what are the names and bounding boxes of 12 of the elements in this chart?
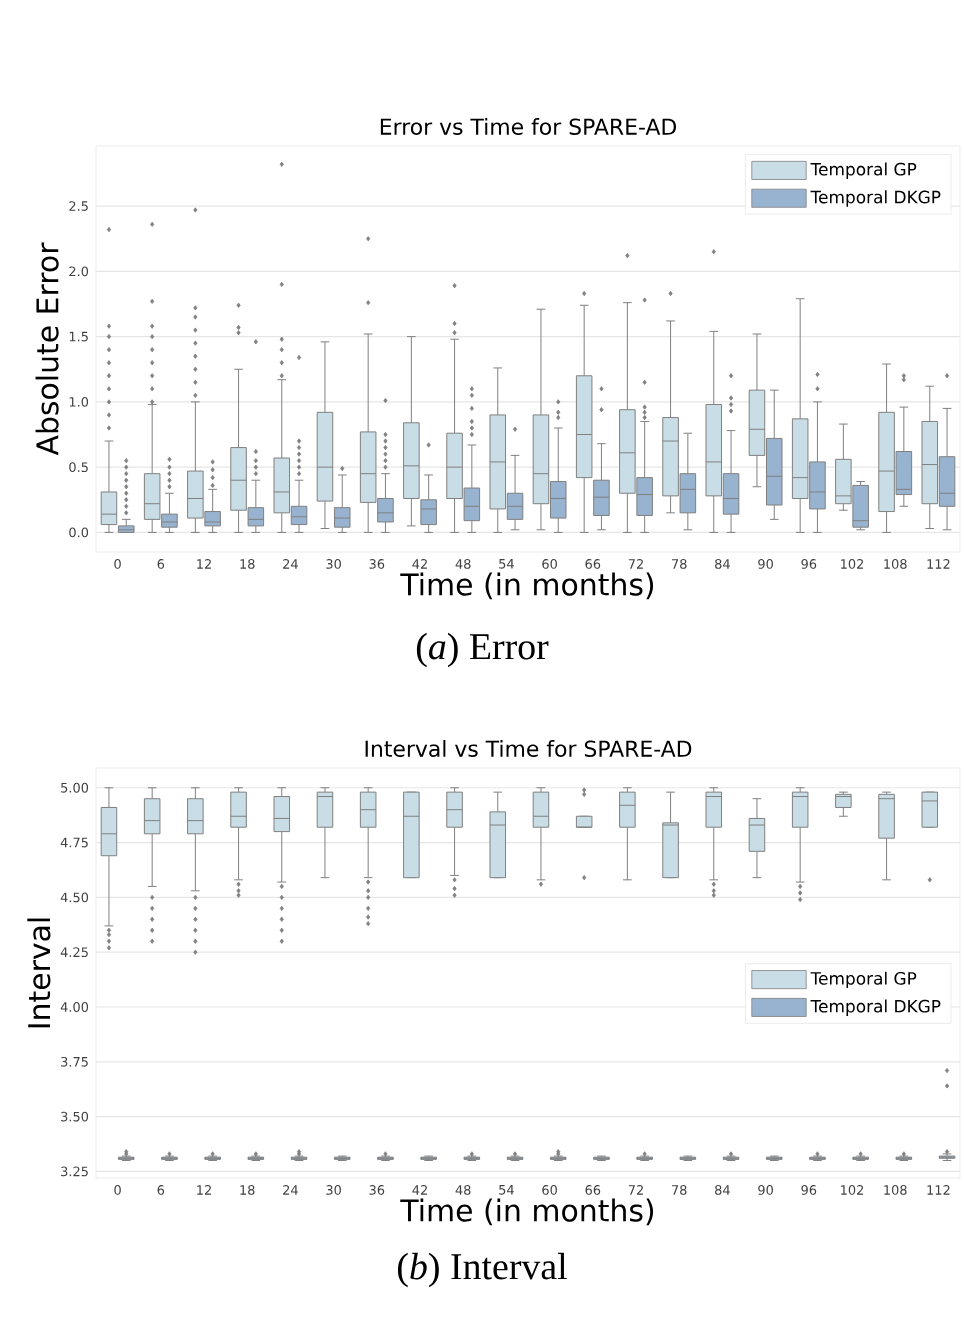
legend-label: Temporal GP (810, 971, 917, 989)
text: (a) Error (416, 632, 549, 668)
x-axis-title: Time (in months) (400, 1198, 654, 1226)
chart-title: Error vs Time for SPARE-AD (380, 118, 676, 135)
text: (b) Interval (398, 1252, 567, 1288)
legend-label: Temporal GP (810, 162, 917, 179)
chart-title: Interval vs Time for SPARE-AD (365, 740, 692, 757)
legend-label: Temporal DKGP (810, 190, 941, 207)
x-axis-title: Time (in months) (400, 572, 654, 600)
legend-label: Temporal DKGP (810, 999, 941, 1016)
y-axis-title: Interval (27, 918, 51, 1028)
y-axis-title: Absolute Error (35, 242, 59, 456)
